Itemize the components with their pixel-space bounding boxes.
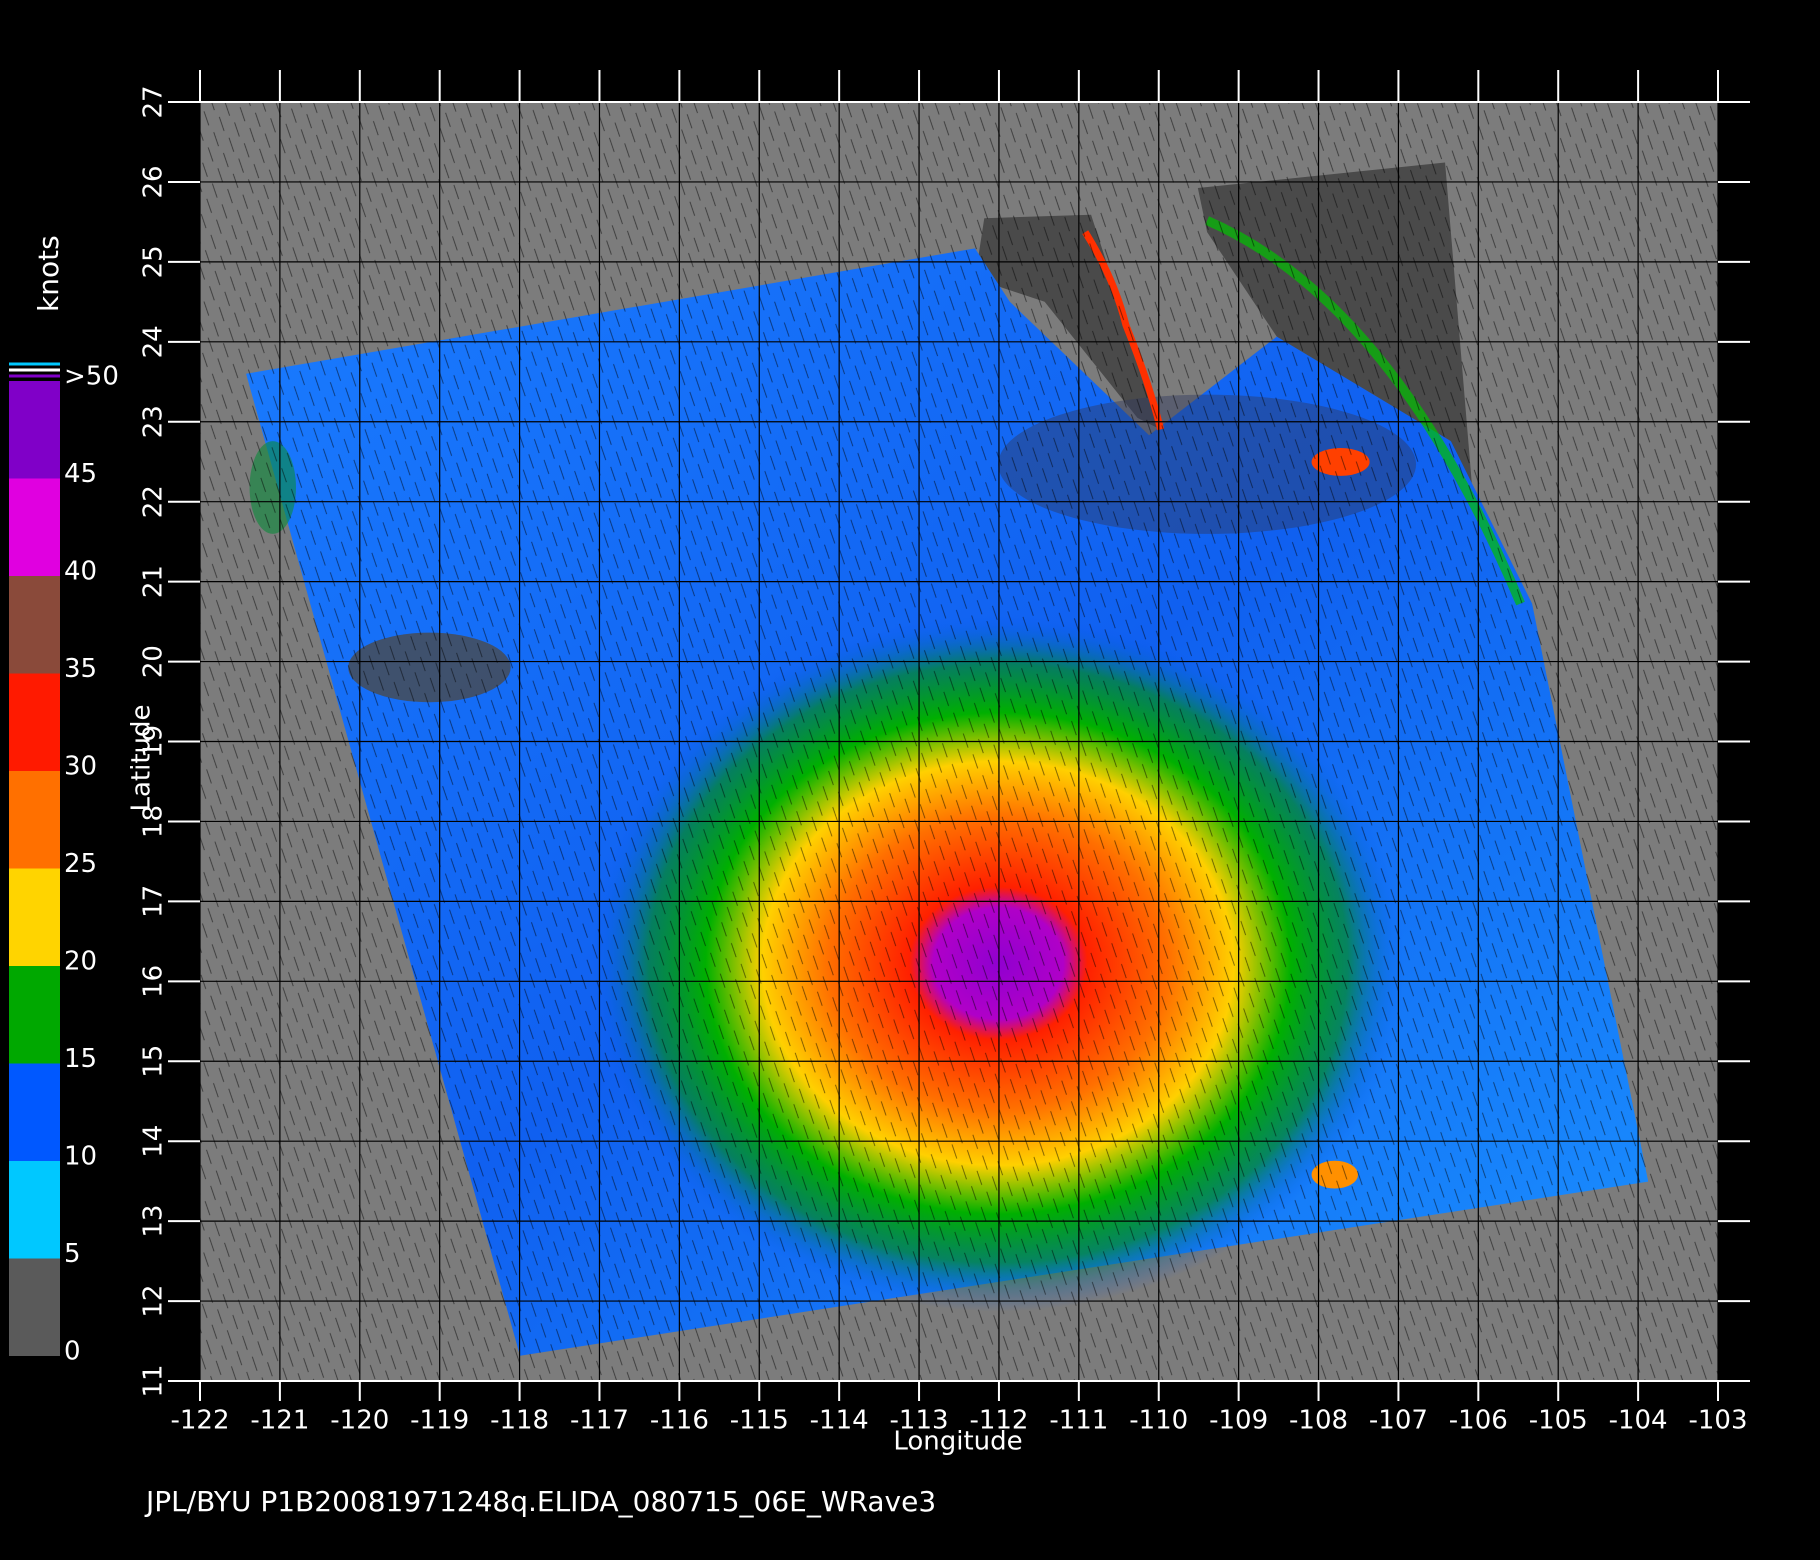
y-tick-label: 16: [139, 965, 169, 998]
colorbar-tick-label: 35: [64, 654, 97, 684]
colorbar-tick-label: 30: [64, 752, 97, 782]
y-tick-label: 23: [139, 405, 169, 438]
x-tick-label: -109: [1209, 1406, 1268, 1436]
x-tick-label: -119: [410, 1406, 469, 1436]
y-axis-label: Latitude: [127, 704, 157, 811]
x-tick-label: -104: [1609, 1406, 1668, 1436]
x-tick-label: -110: [1129, 1406, 1188, 1436]
x-tick-label: -118: [490, 1406, 549, 1436]
y-tick-label: 15: [139, 1045, 169, 1078]
x-tick-label: -116: [650, 1406, 709, 1436]
y-tick-label: 13: [139, 1205, 169, 1238]
y-tick-label: 11: [139, 1364, 169, 1397]
colorbar-tick-label: 5: [64, 1239, 81, 1269]
colorbar-label: knots: [32, 235, 65, 312]
y-tick-label: 24: [139, 325, 169, 358]
x-axis-label: Longitude: [893, 1427, 1022, 1457]
colorbar-segment: [9, 1063, 60, 1161]
colorbar-segment: [9, 966, 60, 1064]
colorbar-segment: [9, 771, 60, 869]
y-tick-label: 21: [139, 565, 169, 598]
y-tick-label: 14: [139, 1125, 169, 1158]
colorbar-tick-label: 10: [64, 1142, 97, 1172]
y-tick-label: 17: [139, 885, 169, 918]
x-tick-label: -117: [570, 1406, 629, 1436]
x-tick-label: -113: [890, 1406, 949, 1436]
footer: JPL/BYU P1B20081971248q.ELIDA_080715_06E…: [144, 1485, 936, 1518]
colorbar-tick-label: 15: [64, 1044, 97, 1074]
x-tick-label: -120: [330, 1406, 389, 1436]
y-tick-label: 18: [139, 805, 169, 838]
colorbar-tick-label: 0: [64, 1337, 81, 1367]
x-tick-label: -107: [1369, 1406, 1428, 1436]
x-tick-label: -106: [1449, 1406, 1508, 1436]
colorbar-tick-label: 20: [64, 947, 97, 977]
colorbar-tick-label: 45: [64, 459, 97, 489]
y-tick-label: 26: [139, 165, 169, 198]
colorbar-segment: [9, 868, 60, 966]
x-tick-label: -115: [730, 1406, 789, 1436]
x-tick-label: -108: [1289, 1406, 1348, 1436]
colorbar-tick-label: 40: [64, 557, 97, 587]
x-tick-label: -121: [250, 1406, 309, 1436]
x-tick-label: -112: [969, 1406, 1028, 1436]
colorbar-tick-label: >50: [64, 362, 119, 392]
colorbar-deco: [9, 362, 60, 378]
colorbar-segment: [9, 1258, 60, 1356]
wind-image: [199, 102, 1718, 1382]
y-tick-label: 25: [139, 245, 169, 278]
colorbar-segment: [9, 478, 60, 576]
y-tick-label: 27: [139, 85, 169, 118]
colorbar-segment: [9, 1161, 60, 1259]
y-tick-label: 22: [139, 485, 169, 518]
x-tick-label: -114: [810, 1406, 869, 1436]
colorbar-segment: [9, 381, 60, 479]
x-tick-label: -111: [1049, 1406, 1108, 1436]
y-tick-label: 12: [139, 1285, 169, 1318]
colorbar-tick-label: 25: [64, 849, 97, 879]
colorbar-segment: [9, 673, 60, 771]
y-tick-label: 20: [139, 645, 169, 678]
x-tick-label: -122: [170, 1406, 229, 1436]
colorbar-segment: [9, 576, 60, 674]
y-tick-label: 19: [139, 725, 169, 758]
x-tick-label: -103: [1688, 1406, 1747, 1436]
x-tick-label: -105: [1529, 1406, 1588, 1436]
